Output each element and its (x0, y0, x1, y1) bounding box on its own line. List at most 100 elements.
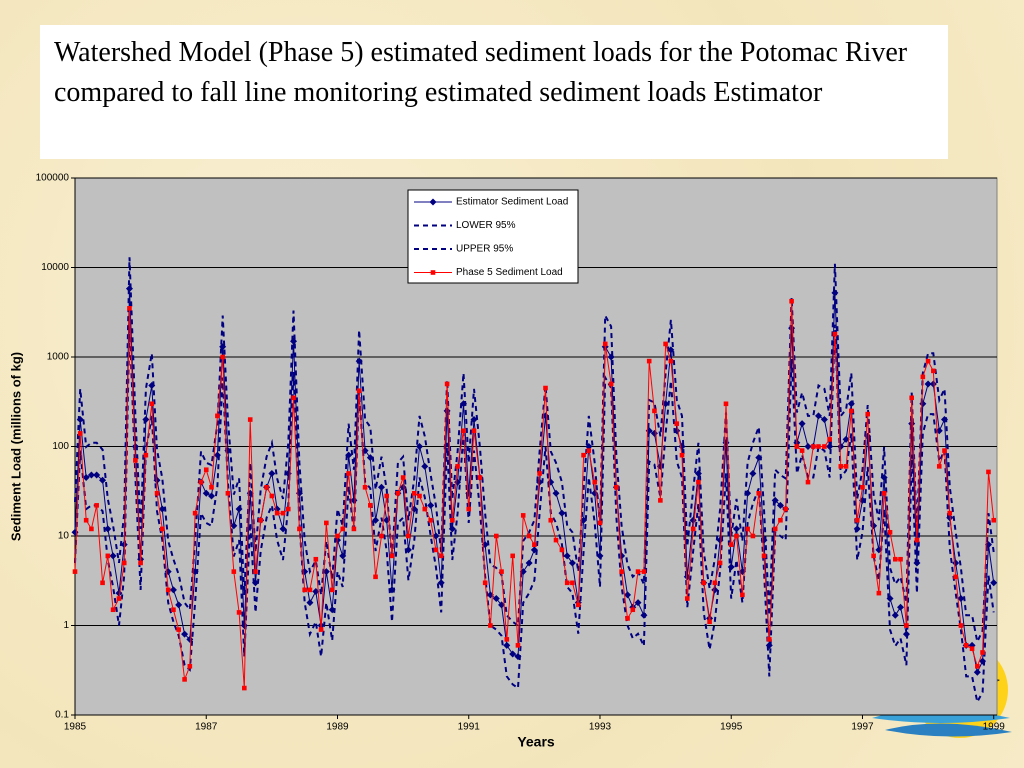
data-point (711, 586, 719, 594)
data-point (963, 643, 969, 648)
data-point (187, 664, 193, 669)
data-point (816, 444, 821, 449)
data-point (181, 630, 189, 638)
data-point (991, 517, 997, 523)
data-point (652, 408, 657, 414)
data-point (552, 489, 560, 497)
data-point (936, 464, 942, 469)
data-point (482, 580, 488, 586)
data-point (455, 464, 460, 469)
data-point (411, 490, 417, 496)
data-point (881, 490, 887, 496)
legend-label: UPPER 95% (456, 244, 513, 255)
y-tick-label: 0.1 (55, 710, 69, 721)
y-tick-label: 1000 (47, 352, 70, 363)
y-tick-label: 10 (58, 531, 70, 542)
data-point (94, 503, 99, 508)
data-point (931, 368, 936, 374)
data-point (897, 603, 905, 611)
x-tick-label: 1995 (720, 722, 743, 733)
data-point (553, 537, 559, 543)
data-point (264, 485, 269, 490)
data-point (986, 469, 991, 475)
data-point (389, 553, 395, 559)
data-point (488, 623, 493, 628)
data-point (732, 525, 740, 533)
data-point (198, 479, 204, 485)
data-point (258, 517, 264, 523)
data-point (510, 553, 516, 559)
data-point (684, 596, 690, 601)
data-point (925, 358, 931, 364)
data-point (503, 641, 511, 649)
data-point (749, 469, 757, 477)
data-point (253, 569, 258, 574)
data-point (563, 552, 571, 560)
data-point (416, 443, 424, 450)
data-point (493, 533, 499, 539)
data-point (694, 469, 702, 477)
data-point (674, 421, 680, 426)
data-point (105, 553, 111, 559)
data-point (668, 358, 674, 364)
data-point (592, 479, 598, 485)
data-point (909, 395, 914, 401)
data-point (892, 556, 898, 562)
data-point (421, 462, 429, 470)
data-point (740, 592, 745, 598)
data-point (149, 401, 155, 407)
data-point (865, 411, 871, 417)
data-point (225, 490, 231, 496)
data-point (116, 596, 122, 601)
legend-label: Estimator Sediment Load (456, 197, 568, 208)
data-point (581, 452, 586, 458)
data-point (207, 492, 215, 500)
data-point (559, 547, 565, 553)
data-point (734, 533, 739, 539)
data-point (169, 586, 177, 594)
data-point (346, 471, 351, 476)
data-point (499, 569, 504, 574)
data-point (568, 559, 576, 567)
data-point (133, 458, 138, 463)
data-point (466, 506, 472, 512)
data-point (602, 341, 608, 347)
data-point (274, 510, 280, 516)
data-point (543, 385, 548, 391)
data-point (444, 381, 450, 387)
data-point (242, 685, 247, 691)
data-point (564, 580, 570, 586)
data-point (696, 479, 701, 485)
data-point (302, 587, 307, 593)
data-point (973, 668, 981, 676)
data-point (492, 595, 500, 603)
data-point (406, 533, 411, 539)
data-point (279, 525, 287, 533)
data-point (842, 435, 850, 443)
data-point (307, 587, 313, 593)
data-point (504, 637, 510, 642)
data-point (384, 493, 390, 499)
data-point (614, 485, 619, 490)
x-tick-label: 1999 (983, 722, 1006, 733)
data-point (104, 525, 112, 533)
data-point (121, 560, 127, 566)
data-point (690, 526, 696, 532)
data-point (532, 542, 537, 547)
data-point (975, 664, 980, 669)
x-tick-label: 1993 (589, 722, 612, 733)
data-point (570, 580, 575, 586)
chart-title: Watershed Model (Phase 5) estimated sedi… (40, 25, 948, 159)
data-point (340, 526, 346, 532)
x-axis-label: Years (517, 734, 555, 750)
data-point (608, 381, 614, 387)
confidence-line (74, 319, 995, 705)
data-point (838, 464, 844, 469)
data-point (679, 452, 685, 458)
data-point (849, 408, 854, 414)
data-point (624, 591, 632, 599)
legend-box (407, 189, 579, 284)
data-point (953, 574, 958, 580)
data-point (717, 560, 723, 566)
data-point (520, 513, 526, 518)
